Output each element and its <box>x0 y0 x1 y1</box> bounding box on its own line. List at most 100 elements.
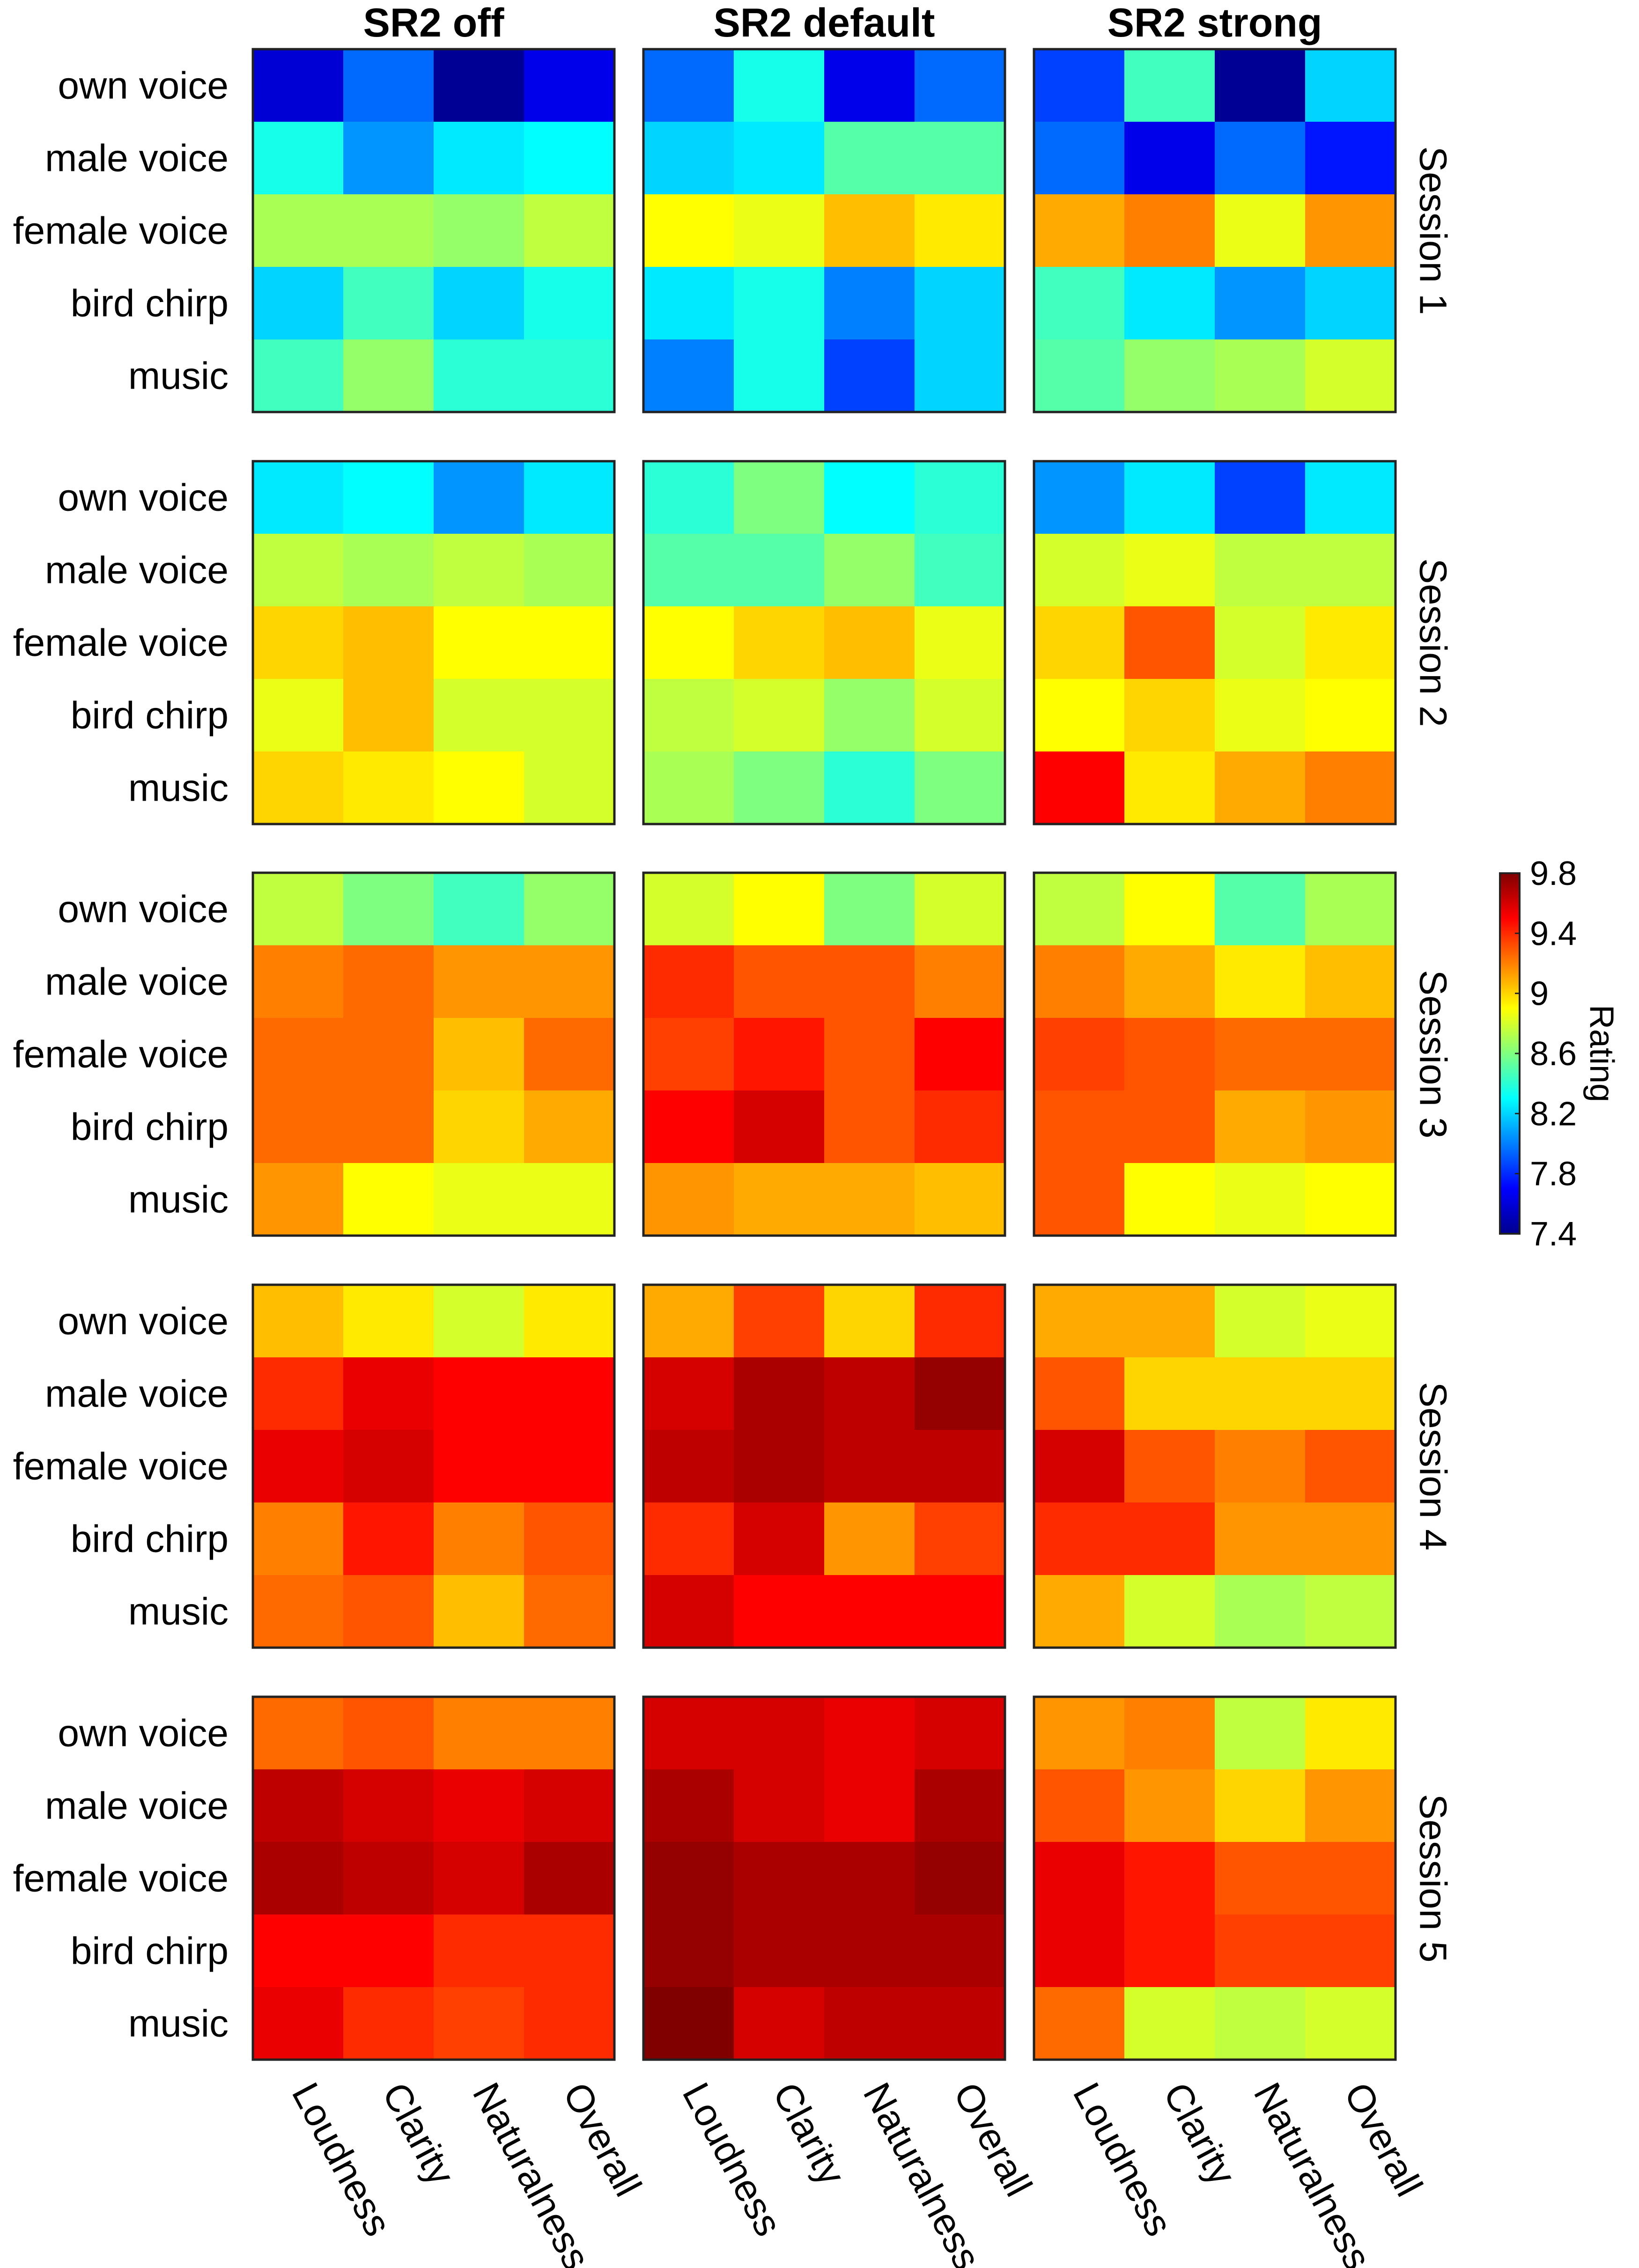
heatmap-cell <box>824 1697 915 1770</box>
heatmap-cell <box>253 606 344 679</box>
heatmap-cell <box>734 1987 825 2060</box>
row-labels: own voice male voice female voice bird chir… <box>13 65 229 2045</box>
heatmap-cell <box>915 1285 1005 1358</box>
heatmap-cell <box>1215 534 1306 607</box>
heatmap-cell <box>1215 1915 1306 1988</box>
heatmap-cell <box>1034 1575 1125 1648</box>
heatmap-cell <box>1124 1915 1215 1988</box>
heatmap-cell <box>1124 49 1215 122</box>
heatmap-cell <box>734 1357 825 1430</box>
heatmap-cell <box>343 679 434 752</box>
heatmap-cell <box>253 1285 344 1358</box>
heatmap-cell <box>1034 1697 1125 1770</box>
heatmap-cell <box>824 1285 915 1358</box>
heatmap-cell <box>824 1769 915 1842</box>
heatmap-panel <box>251 460 616 825</box>
heatmap-cell <box>343 49 434 122</box>
colorbar-tick-label: 8.2 <box>1530 1095 1577 1133</box>
heatmap-cell <box>434 1163 524 1236</box>
heatmap-cell <box>643 679 734 752</box>
heatmap-cell <box>1034 339 1125 412</box>
heatmap-cell <box>253 945 344 1018</box>
heatmap-cell <box>1305 679 1396 752</box>
heatmap-cell <box>1215 1163 1306 1236</box>
heatmap-cell <box>253 461 344 534</box>
heatmap-cell <box>434 751 524 825</box>
heatmap-panel <box>251 48 616 413</box>
metric-label: Overall <box>1336 2076 1431 2203</box>
heatmap-cell <box>824 945 915 1018</box>
colorbar-tick-label: 9.4 <box>1530 915 1577 952</box>
panel-frame <box>1033 460 1397 825</box>
row-label: own voice <box>58 1300 229 1343</box>
heatmap-cell <box>1124 1697 1215 1770</box>
heatmap-cell <box>643 461 734 534</box>
heatmap-cell <box>253 679 344 752</box>
heatmap-cell <box>824 1163 915 1236</box>
colorbar-tick-label: 9.8 <box>1530 855 1577 892</box>
heatmap-panel <box>251 871 616 1237</box>
heatmap-cell <box>1215 339 1306 412</box>
heatmap-cell <box>343 751 434 825</box>
metric-label: Clarity <box>1155 2076 1244 2192</box>
colorbar-tick-label: 9 <box>1530 975 1549 1013</box>
heatmap-cell <box>643 49 734 122</box>
row-label: bird chirp <box>71 1930 229 1973</box>
heatmap-cell <box>1305 534 1396 607</box>
heatmap-cell <box>1305 1430 1396 1503</box>
heatmap-cell <box>343 1430 434 1503</box>
heatmap-cell <box>1124 1987 1215 2060</box>
heatmap-cell <box>343 194 434 267</box>
heatmap-cell <box>734 1842 825 1915</box>
heatmap-cell <box>824 1502 915 1576</box>
heatmap-cell <box>1215 1090 1306 1163</box>
heatmap-cell <box>524 1285 615 1358</box>
heatmap-cell <box>915 194 1005 267</box>
heatmap-cell <box>343 1697 434 1770</box>
heatmap-cell <box>643 1018 734 1091</box>
heatmap-cell <box>734 1915 825 1988</box>
heatmap-cell <box>253 194 344 267</box>
heatmap-cell <box>643 873 734 946</box>
heatmap-cell <box>1124 1575 1215 1648</box>
row-label: own voice <box>58 477 229 519</box>
heatmap-cell <box>434 339 524 412</box>
heatmap-cell <box>1215 1769 1306 1842</box>
heatmap-cell <box>1305 49 1396 122</box>
heatmap-cell <box>343 1502 434 1576</box>
heatmap-cell <box>734 1090 825 1163</box>
heatmap-cell <box>824 194 915 267</box>
heatmap-cell <box>734 1285 825 1358</box>
heatmap-cell <box>1305 194 1396 267</box>
heatmap-cell <box>343 1163 434 1236</box>
heatmap-cell <box>524 267 615 340</box>
heatmap-cell <box>1305 1090 1396 1163</box>
heatmap-cell <box>1215 461 1306 534</box>
column-titles: SR2 off SR2 default SR2 strong <box>363 0 1322 45</box>
heatmap-cell <box>915 1502 1005 1576</box>
heatmap-cell <box>643 194 734 267</box>
heatmap-cell <box>524 194 615 267</box>
heatmap-cell <box>734 1769 825 1842</box>
heatmap-panel <box>1033 871 1397 1237</box>
heatmap-cell <box>915 1987 1005 2060</box>
heatmap-cell <box>343 461 434 534</box>
heatmap-cell <box>343 1285 434 1358</box>
heatmap-cell <box>524 49 615 122</box>
heatmap-cell <box>1124 461 1215 534</box>
heatmap-cell <box>824 461 915 534</box>
heatmap-cell <box>524 1163 615 1236</box>
heatmap-cell <box>824 679 915 752</box>
heatmap-cell <box>1305 1769 1396 1842</box>
heatmap-cell <box>1124 873 1215 946</box>
heatmap-cell <box>734 1018 825 1091</box>
heatmap-cell <box>253 49 344 122</box>
heatmap-cell <box>915 945 1005 1018</box>
heatmap-cell <box>1124 1090 1215 1163</box>
heatmap-cell <box>1305 1575 1396 1648</box>
heatmap-cell <box>1034 1987 1125 2060</box>
heatmap-cell <box>643 1430 734 1503</box>
panel-frame <box>642 1695 1006 2061</box>
heatmap-cell <box>434 1915 524 1988</box>
